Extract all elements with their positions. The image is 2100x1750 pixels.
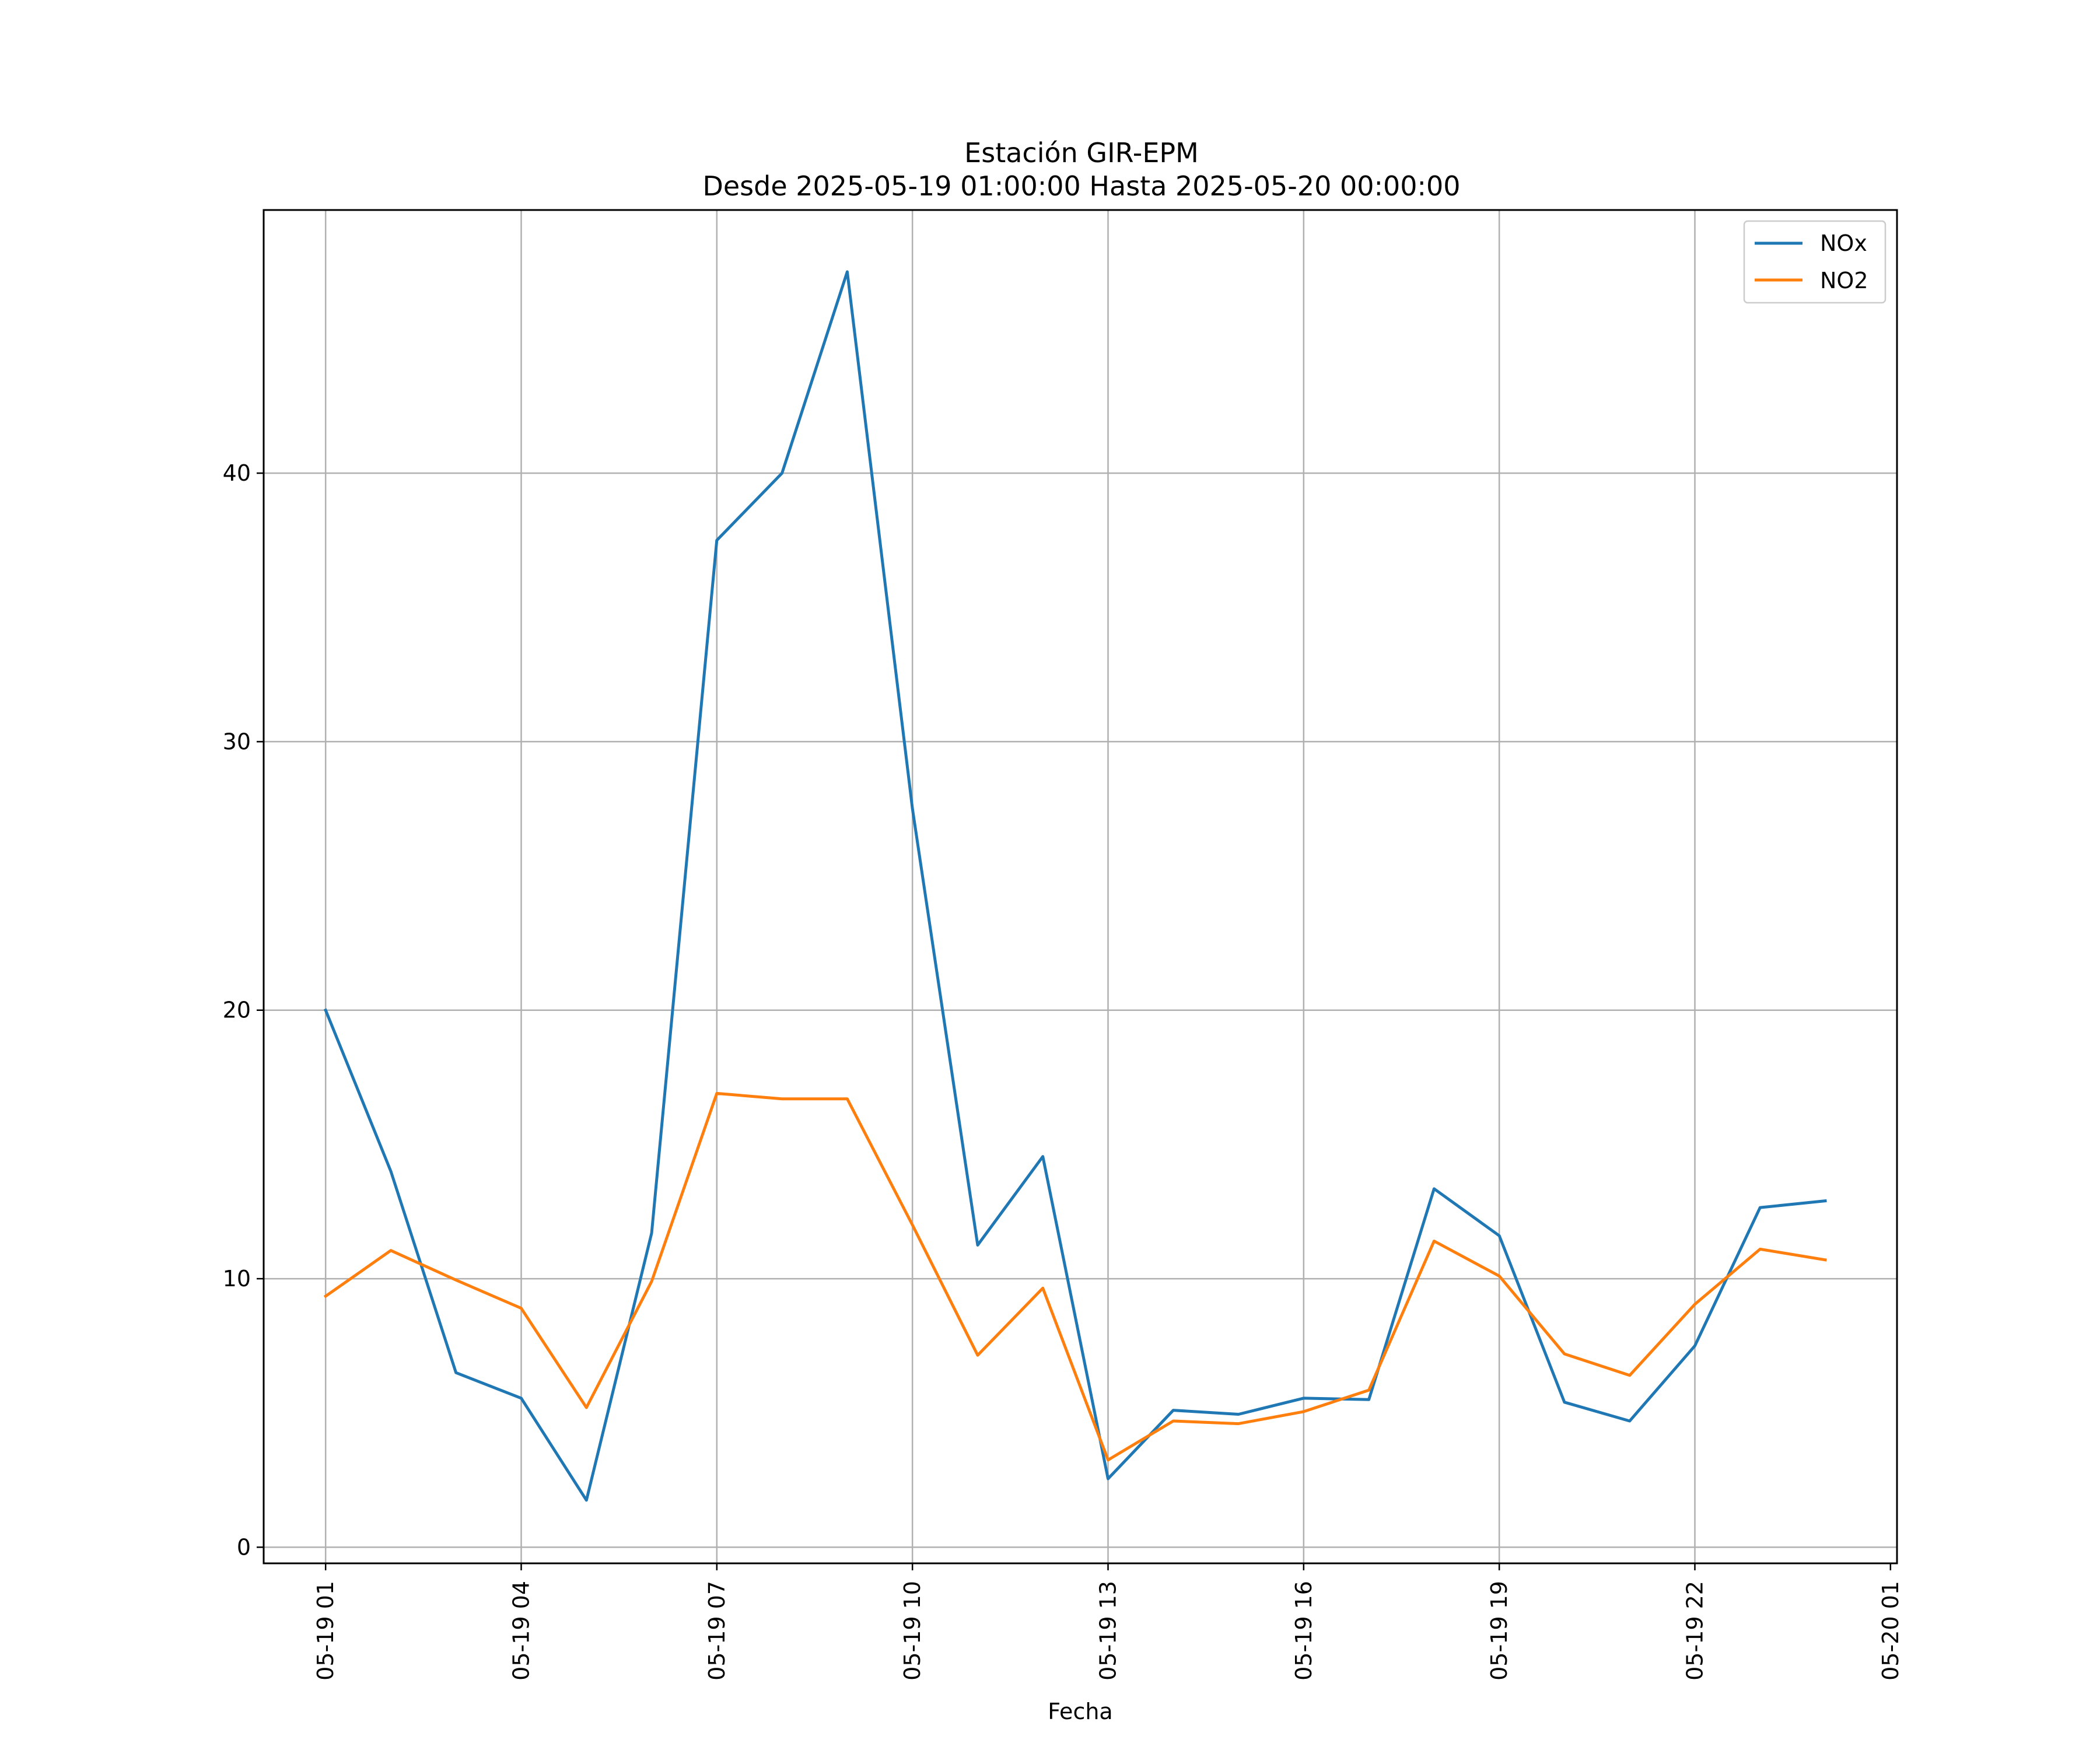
x-tick-label: 05-19 01 <box>313 1581 338 1681</box>
series-line-nox <box>323 270 1827 1502</box>
legend-box <box>1743 220 1887 304</box>
legend-label-nox: NOx <box>1820 230 1867 256</box>
series-line-no2 <box>323 1091 1827 1462</box>
x-tick-label: 05-19 16 <box>1291 1581 1317 1681</box>
x-tick-label: 05-19 13 <box>1096 1581 1121 1681</box>
x-tick-label: 05-20 01 <box>1878 1581 1903 1681</box>
y-tick-label: 40 <box>223 460 251 486</box>
x-tick-label: 05-19 07 <box>704 1581 730 1681</box>
legend-label-no2: NO2 <box>1820 268 1868 293</box>
y-tick-label: 30 <box>223 729 251 754</box>
grid <box>264 210 1897 1563</box>
axis-ticks: 05-19 01 05-19 04 05-19 07 05-19 10 05-19 13… <box>223 460 1903 1681</box>
plot-frame <box>262 209 1898 1564</box>
x-tick-label: 05-19 04 <box>509 1581 534 1681</box>
legend: NOx NO2 <box>1743 220 1887 304</box>
chart-title: Estación GIR-EPM <box>964 137 1199 169</box>
x-tick-label: 05-19 10 <box>900 1581 925 1681</box>
x-tick-label: 05-19 19 <box>1486 1581 1512 1681</box>
y-tick-label: 10 <box>223 1266 251 1292</box>
x-tick-label: 05-19 22 <box>1682 1581 1707 1681</box>
series-group <box>323 270 1827 1502</box>
chart-subtitle: Desde 2025-05-19 01:00:00 Hasta 2025-05-… <box>702 170 1460 202</box>
y-tick-label: 0 <box>237 1534 251 1560</box>
x-axis-label: Fecha <box>1048 1699 1112 1724</box>
y-tick-label: 20 <box>223 998 251 1023</box>
